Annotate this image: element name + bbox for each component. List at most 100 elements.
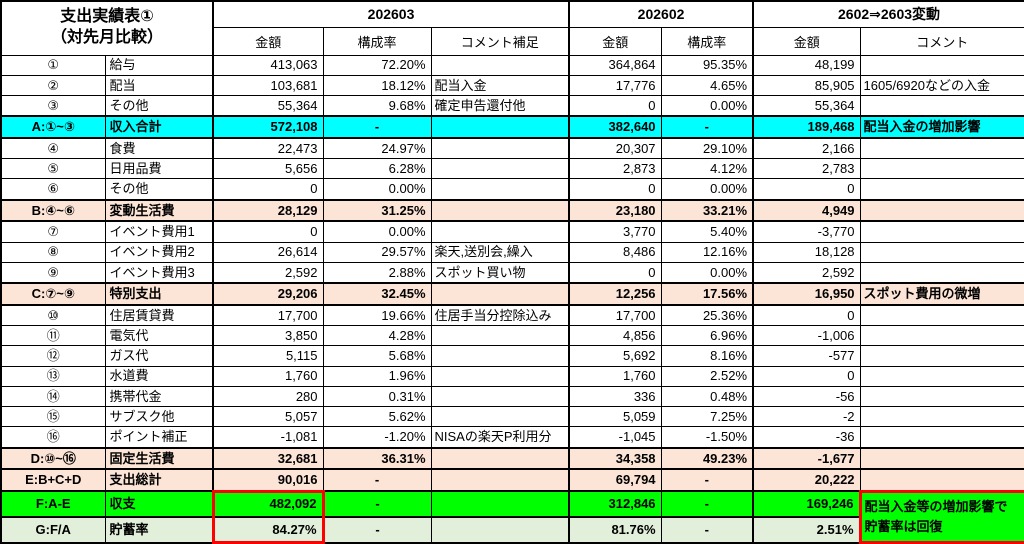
cell-delta-amount: 48,199 [752,54,861,76]
header-group-row: 支出実績表① （対先月比較） 202603 202602 2602⇒2603変動 [0,0,1024,56]
cell-comment-202603: NISAの楽天P利用分 [430,426,570,449]
cell-row-id: ③ [0,95,106,117]
cell-ratio-202603: 32.45% [322,282,432,306]
cell-row-id: ⑬ [0,365,106,387]
cell-amount-202603: 103,681 [212,74,324,97]
cell-ratio-202603: 0.00% [322,178,432,201]
table-row: ⑬ 水道費 1,760 1.96% 1,760 2.52% 0 [0,365,1024,387]
cell-amount-202602: 69,794 [568,468,662,493]
cell-comment-202603 [430,198,570,223]
table-row: F:A-E 収支 482,092-312,846-169,246 配当入金等の増加影響… [0,489,1024,544]
cell-ratio-202603: 72.20% [322,54,432,76]
cell-amount-202603: 90,016 [212,468,324,493]
cell-ratio-202603: 1.96% [322,365,432,387]
cell-ratio-202603: 31.25% [322,198,432,223]
cell-amount-202602: 23,180 [568,198,662,223]
cell-delta-comment [859,446,1024,471]
cell-ratio-202603: - [322,468,432,493]
cell-row-label: 食費 [104,137,214,160]
cell-amount-202603: 17,700 [212,304,324,327]
cell-delta-amount: 85,905 [752,74,861,97]
table-row: B:④~⑥ 変動生活費 28,129 31.25% 23,180 33.21% 4,949 [0,198,1024,223]
cell-row-id: G:F/A [0,515,106,544]
cell-row-label: サブスク他 [104,406,214,428]
cell-row-id: E:B+C+D [0,468,106,493]
cell-row-label: イベント費用1 [104,220,214,243]
cell-delta-amount: 20,222 [752,468,861,493]
cell-amount-202603: 482,092 [211,489,325,518]
column-group-delta: 2602⇒2603変動 [752,0,1024,28]
cell-amount-202602: 312,846 [568,490,662,518]
cell-amount-202602: 0 [568,261,662,284]
cell-delta-comment: 配当入金の増加影響 [859,115,1024,139]
cell-row-label: 変動生活費 [104,198,214,223]
cell-amount-202603: 0 [212,178,324,201]
cell-amount-202603: 2,592 [212,261,324,284]
cell-delta-amount: 169,246 [752,490,861,518]
cell-delta-comment [859,304,1024,327]
cell-ratio-202602: - [660,115,754,139]
cell-ratio-202602: 12.16% [660,241,754,263]
cell-row-id: ⑩ [0,304,106,327]
cell-amount-202603: 84.27% [211,515,325,544]
cell-amount-202603: 5,057 [212,406,324,428]
cell-delta-amount: 189,468 [752,115,861,139]
cell-amount-202603: 22,473 [212,137,324,160]
cell-delta-amount: 2.51% [752,515,861,544]
cell-comment-202603: 配当入金 [430,74,570,97]
cell-ratio-202602: 49.23% [660,446,754,471]
table-row: ⑫ ガス代 5,115 5.68% 5,692 8.16% -577 [0,345,1024,367]
cell-row-id: ⑥ [0,178,106,201]
cell-amount-202602: 364,864 [568,54,662,76]
cell-ratio-202602: 5.40% [660,220,754,243]
cell-delta-comment [859,468,1024,493]
cell-row-label: ポイント補正 [104,426,214,449]
cell-delta-amount: 2,166 [752,137,861,160]
subheader-delta-comment: コメント [859,26,1024,56]
cell-ratio-202602: - [660,515,754,544]
cell-ratio-202602: 7.25% [660,406,754,428]
cell-amount-202603: 1,760 [212,365,324,387]
cell-comment-202603 [430,468,570,493]
cell-delta-amount: -2 [752,406,861,428]
cell-amount-202603: -1,081 [212,426,324,449]
cell-delta-comment: 1605/6920などの入金 [859,74,1024,97]
cell-row-id: ⑦ [0,220,106,243]
cell-row-id: A:①~③ [0,115,106,139]
cell-ratio-202602: 4.12% [660,158,754,180]
table-row: D:⑩~⑯ 固定生活費 32,681 36.31% 34,358 49.23% -1,677 [0,446,1024,471]
cell-amount-202602: 4,856 [568,325,662,347]
cell-comment-202603 [430,137,570,160]
cell-row-label: ガス代 [104,345,214,367]
table-row: E:B+C+D 支出総計 90,016-69,794-20,222 [0,468,1024,493]
table-row: ⑭ 携帯代金 280 0.31% 336 0.48% -56 [0,385,1024,408]
cell-row-label: 住居賃貸費 [104,304,214,327]
table-row: ⑨ イベント費用3 2,592 2.88% スポット買い物 0 0.00% 2,592 [0,261,1024,284]
cell-row-label: 水道費 [104,365,214,387]
table-row: C:⑦~⑨ 特別支出 29,206 32.45% 12,256 17.56% 16,950 ス… [0,282,1024,306]
cell-ratio-202603: - [322,515,432,544]
cell-ratio-202602: - [660,490,754,518]
cell-ratio-202602: 25.36% [660,304,754,327]
cell-delta-comment [859,178,1024,201]
cell-comment-202603 [430,54,570,76]
cell-row-id: B:④~⑥ [0,198,106,223]
cell-ratio-202603: 0.00% [322,220,432,243]
cell-amount-202603: 28,129 [212,198,324,223]
cell-delta-comment: スポット費用の微増 [859,282,1024,306]
cell-amount-202602: 8,486 [568,241,662,263]
table-row: ⑥ その他 0 0.00% 0 0.00% 0 [0,178,1024,201]
cell-ratio-202603: 5.62% [322,406,432,428]
cell-comment-202603 [430,325,570,347]
cell-amount-202602: -1,045 [568,426,662,449]
cell-comment-202603 [430,385,570,408]
cell-row-id: ⑨ [0,261,106,284]
cell-delta-amount: 2,592 [752,261,861,284]
cell-delta-amount: 0 [752,365,861,387]
cell-comment-202603 [430,115,570,139]
subheader-ratio-202603: 構成率 [322,26,432,56]
cell-delta-amount: -1,006 [752,325,861,347]
cell-delta-amount: -3,770 [752,220,861,243]
cell-delta-amount: -56 [752,385,861,408]
cell-row-label: 貯蓄率 [104,515,214,544]
